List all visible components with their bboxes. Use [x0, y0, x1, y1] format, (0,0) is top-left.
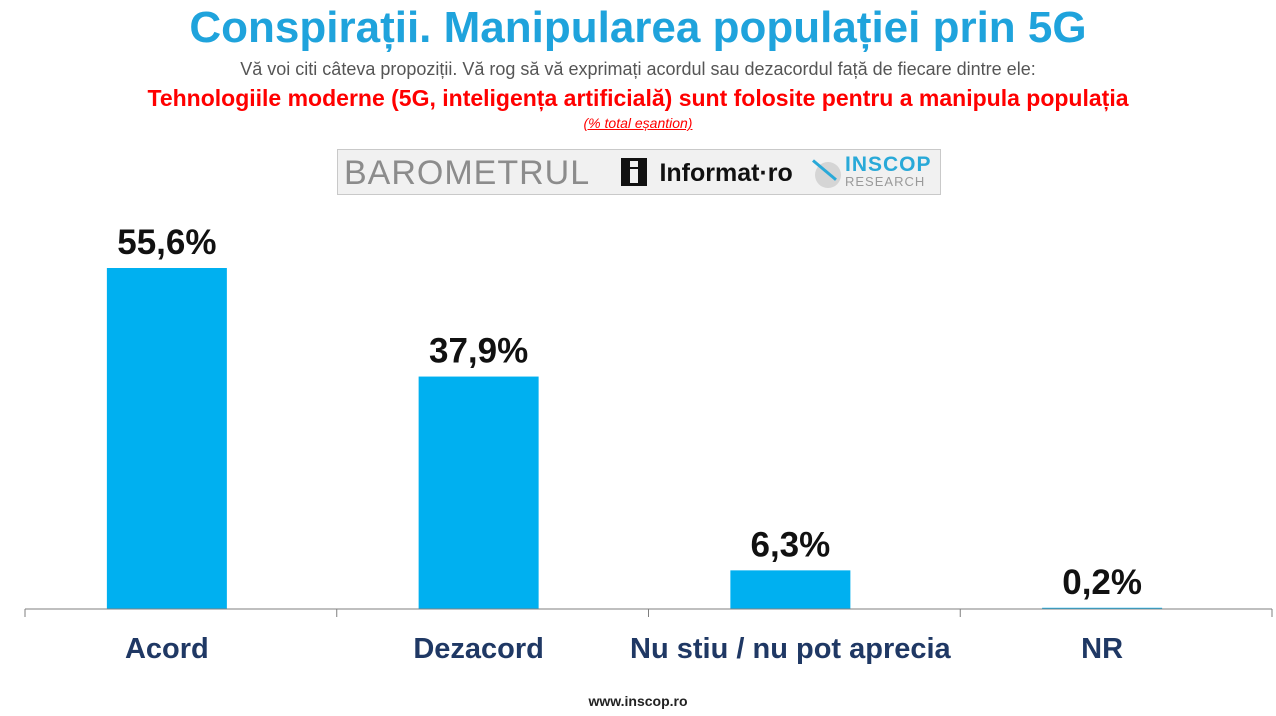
sponsor-logo-band: BAROMETRUL Informat·ro INSCOP RESEARCH	[337, 149, 941, 195]
category-label: Acord	[125, 633, 209, 665]
informat-logo: Informat·ro	[621, 158, 793, 188]
bar-nr	[1042, 607, 1163, 609]
bar-value-label: 55,6%	[117, 223, 216, 262]
bar-chart: 55,6% Acord 37,9% Dezacord 6,3% Nu stiu / nu …	[24, 223, 1273, 665]
sample-note: (% total eșantion)	[583, 115, 693, 131]
category-label: Dezacord	[413, 633, 544, 665]
category-label: NR	[1081, 633, 1123, 665]
barometrul-logo: BAROMETRUL	[344, 154, 591, 192]
bar-nu-stiu-nu-pot-aprecia	[730, 570, 851, 609]
footer-url: www.inscop.ro	[588, 693, 688, 709]
bar-value-label: 6,3%	[750, 525, 830, 564]
category-label: Nu stiu / nu pot aprecia	[630, 633, 952, 665]
bar-value-label: 0,2%	[1062, 563, 1142, 602]
inscop-logo-name: INSCOP	[845, 153, 932, 176]
informat-logo-text: Informat·ro	[659, 159, 793, 187]
survey-question: Tehnologiile moderne (5G, inteligența ar…	[147, 85, 1129, 111]
bar-dezacord	[418, 376, 539, 609]
inscop-logo-sub: RESEARCH	[845, 174, 926, 189]
chart-title: Conspirații. Manipularea populației prin…	[189, 3, 1087, 52]
chart-subtitle: Vă voi citi câteva propoziții. Vă rog să…	[240, 59, 1036, 79]
bar-acord	[106, 268, 227, 609]
info-icon	[621, 158, 647, 186]
bar-value-label: 37,9%	[429, 332, 528, 371]
inscop-logo: INSCOP RESEARCH	[812, 153, 935, 192]
